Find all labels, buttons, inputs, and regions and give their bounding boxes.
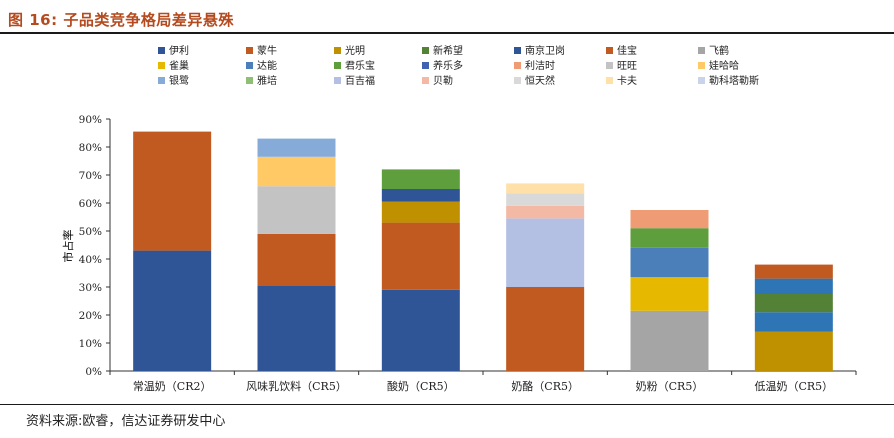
bar-segment [133, 131, 212, 251]
title-divider [0, 32, 894, 34]
y-tick-label: 20% [79, 310, 102, 322]
y-tick-label: 10% [79, 338, 102, 350]
bar-segment [257, 186, 336, 234]
bar-segment [133, 250, 212, 371]
legend-swatch [334, 62, 341, 69]
legend-swatch [698, 77, 705, 84]
y-tick-label: 40% [79, 254, 102, 266]
x-tick-label: 低温奶（CR5） [754, 379, 833, 393]
bar-segment [754, 294, 833, 313]
legend-swatch [606, 62, 613, 69]
legend-swatch [246, 47, 253, 54]
legend-label: 佳宝 [617, 44, 637, 57]
y-tick-label: 0% [85, 366, 102, 378]
legend-swatch [606, 47, 613, 54]
bar-segment [630, 210, 709, 229]
bar-segment [257, 156, 336, 187]
legend-label: 利洁时 [525, 59, 555, 72]
legend-label: 雅培 [257, 74, 277, 87]
bar-segment [754, 331, 833, 371]
x-tick-label: 风味乳饮料（CR5） [246, 379, 347, 393]
legend-label: 伊利 [169, 45, 189, 57]
legend-label: 养乐多 [433, 59, 463, 72]
bar-segment [381, 169, 460, 189]
chart-axes: 0% 10% 20% 30% 40% 50% 60% 70% 80% 90% 常温奶（CR2） 风味乳… [79, 114, 857, 393]
legend-swatch [158, 47, 165, 54]
bar-segment [754, 264, 833, 279]
legend-label: 新希望 [433, 44, 463, 57]
y-tick-label: 60% [79, 198, 102, 210]
legend-label: 贝勒 [433, 74, 453, 87]
chart-bars [133, 131, 833, 371]
legend-label: 旺旺 [617, 61, 637, 72]
legend-label: 雀巢 [169, 59, 189, 72]
bar-segment [381, 289, 460, 371]
legend-swatch [606, 77, 613, 84]
legend-swatch [422, 62, 429, 69]
legend-swatch [514, 47, 521, 54]
legend-swatch [698, 62, 705, 69]
legend-label: 飞鹤 [709, 44, 729, 57]
x-tick-label: 奶粉（CR5） [636, 379, 704, 393]
bar-segment [257, 285, 336, 371]
legend-swatch [422, 77, 429, 84]
x-tick-label: 奶酪（CR5） [511, 379, 579, 393]
legend-label: 百吉福 [345, 74, 375, 87]
legend-label: 卡夫 [617, 74, 637, 87]
legend-swatch [246, 62, 253, 69]
legend-label: 光明 [345, 44, 365, 57]
legend-label: 蒙牛 [257, 44, 277, 57]
legend-label: 君乐宝 [345, 59, 375, 72]
bar-segment [506, 205, 585, 219]
y-tick-label: 70% [79, 170, 102, 182]
bar-segment [506, 287, 585, 371]
bar-segment [630, 247, 709, 278]
bar-segment [257, 233, 336, 286]
bar-segment [381, 222, 460, 290]
legend-label: 娃哈哈 [709, 59, 739, 72]
y-axis-label: 市占率 [61, 230, 75, 263]
source-note: 资料来源:欧睿，信达证券研发中心 [26, 414, 226, 429]
y-tick-label: 50% [79, 226, 102, 238]
bar-segment [754, 278, 833, 294]
legend-label: 勒科塔勒斯 [709, 74, 759, 87]
y-tick-label: 80% [79, 142, 102, 154]
legend-swatch [698, 47, 705, 54]
legend-label: 恒天然 [525, 74, 555, 87]
legend-swatch [334, 47, 341, 54]
bar-segment [630, 277, 709, 311]
legend-swatch [158, 62, 165, 69]
bar-segment [381, 201, 460, 223]
bar-segment [506, 218, 585, 287]
legend-swatch [422, 47, 429, 54]
bar-segment [506, 193, 585, 206]
legend-swatch [514, 62, 521, 69]
bar-segment [630, 228, 709, 248]
legend-swatch [334, 77, 341, 84]
figure-title: 图 16: 子品类竞争格局差异悬殊 [8, 11, 234, 29]
legend-label: 达能 [257, 59, 277, 72]
footer-divider [0, 404, 894, 405]
bar-segment [381, 189, 460, 202]
x-tick-label: 常温奶（CR2） [133, 379, 212, 393]
bar-segment [630, 310, 709, 371]
x-tick-label: 酸奶（CR5） [387, 379, 455, 393]
legend-label: 南京卫岗 [525, 44, 565, 57]
bar-segment [754, 312, 833, 332]
legend-label: 银鹭 [169, 74, 189, 87]
legend-swatch [158, 77, 165, 84]
y-tick-label: 90% [79, 114, 102, 126]
legend-swatch [246, 77, 253, 84]
y-tick-label: 30% [79, 282, 102, 294]
bar-segment [506, 183, 585, 194]
bar-segment [257, 138, 336, 157]
legend-swatch [514, 77, 521, 84]
